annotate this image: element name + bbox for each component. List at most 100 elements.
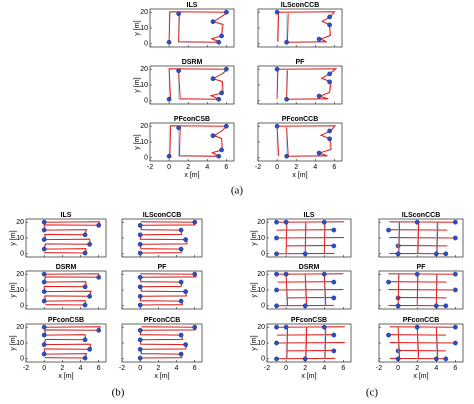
y-axis-label: y [m] bbox=[10, 335, 17, 350]
x-axis-label: x [m] bbox=[301, 373, 316, 380]
landmark-dot bbox=[137, 284, 143, 290]
x-tick-label: 6 bbox=[332, 164, 336, 171]
x-tick-label: 0 bbox=[138, 365, 142, 372]
plot-title: PF bbox=[158, 264, 168, 271]
landmark-dot bbox=[443, 251, 449, 257]
landmark-dot bbox=[41, 227, 47, 233]
landmark-dot bbox=[183, 289, 188, 294]
landmark-dot bbox=[414, 219, 420, 225]
estimate bbox=[168, 68, 229, 100]
plot-title: ILS bbox=[187, 2, 198, 9]
estimate bbox=[277, 342, 345, 344]
estimate bbox=[390, 342, 456, 344]
landmark-dot bbox=[284, 96, 289, 102]
landmark-dot bbox=[331, 348, 337, 354]
y-tick-label: 10 bbox=[257, 287, 265, 294]
y-axis-label: y [m] bbox=[10, 282, 17, 297]
y-tick-label: 20 bbox=[257, 324, 265, 331]
landmark-dot bbox=[453, 271, 458, 277]
landmark-dot bbox=[414, 271, 420, 277]
landmark-dot bbox=[41, 237, 47, 242]
landmark-dot bbox=[274, 271, 279, 277]
y-axis-label: y [m] bbox=[134, 134, 141, 149]
landmark-dot bbox=[192, 324, 198, 330]
y-tick-label: 20 bbox=[140, 9, 148, 16]
landmark-dot bbox=[137, 241, 143, 247]
estimate bbox=[435, 274, 438, 306]
y-tick-label: 10 bbox=[140, 25, 148, 32]
estimate bbox=[43, 326, 101, 359]
estimate bbox=[285, 221, 288, 254]
estimate bbox=[278, 273, 344, 275]
x-axis-label: x [m] bbox=[58, 373, 73, 380]
landmark-dot bbox=[96, 222, 102, 228]
x-tick-label: 0 bbox=[396, 365, 400, 372]
landmark-dot bbox=[41, 332, 47, 338]
landmark-dot bbox=[137, 302, 143, 308]
landmark-dot bbox=[137, 274, 143, 280]
landmark-dot bbox=[192, 271, 198, 277]
x-tick-label: 0 bbox=[284, 365, 288, 372]
landmark-dot bbox=[41, 298, 47, 304]
estimate bbox=[323, 273, 327, 306]
y-axis-label: y [m] bbox=[10, 230, 17, 245]
y-tick-label: 10 bbox=[257, 235, 265, 242]
landmark-dot bbox=[216, 153, 222, 159]
landmark-dot bbox=[166, 96, 172, 102]
landmark-dot bbox=[210, 76, 216, 82]
plot-title: PF bbox=[417, 264, 427, 271]
landmark-dot bbox=[327, 79, 332, 85]
y-tick-label: 10 bbox=[140, 139, 148, 146]
landmark-dot bbox=[327, 128, 332, 134]
plot-title: DSRM bbox=[56, 264, 77, 271]
x-tick-label: 2 bbox=[156, 365, 160, 372]
estimate bbox=[43, 221, 101, 254]
landmark-dot bbox=[453, 324, 458, 330]
x-tick-label: 6 bbox=[341, 365, 345, 372]
x-tick-label: 6 bbox=[224, 164, 228, 171]
landmark-dot bbox=[176, 11, 181, 17]
plot-title: PFconCCB bbox=[403, 317, 440, 324]
landmark-dot bbox=[321, 324, 327, 330]
plot-title: PFconCSB bbox=[48, 317, 84, 324]
landmark-dot bbox=[274, 303, 279, 309]
landmark-dot bbox=[331, 227, 337, 233]
landmark-dot bbox=[137, 346, 143, 352]
landmark-dot bbox=[274, 123, 280, 129]
estimate bbox=[397, 274, 400, 306]
y-axis-label: y [m] bbox=[251, 282, 258, 297]
landmark-dot bbox=[41, 271, 47, 277]
landmark-dot bbox=[274, 287, 279, 293]
landmark-dot bbox=[321, 271, 327, 277]
landmark-dot bbox=[41, 351, 47, 357]
landmark-dot bbox=[210, 19, 216, 25]
y-axis-label: y [m] bbox=[251, 230, 258, 245]
landmark-dot bbox=[216, 39, 222, 45]
landmark-dot bbox=[82, 337, 88, 343]
panel-label: (b) bbox=[112, 387, 125, 399]
plot-title: PFconCSB bbox=[291, 317, 327, 324]
estimate bbox=[435, 327, 439, 359]
estimate bbox=[388, 289, 457, 291]
landmark-dot bbox=[283, 324, 289, 330]
x-tick-label: 4 bbox=[205, 164, 209, 171]
estimate bbox=[304, 221, 307, 254]
x-tick-label: 6 bbox=[193, 365, 197, 372]
landmark-dot bbox=[192, 219, 198, 225]
landmark-dot bbox=[224, 123, 229, 129]
x-tick-label: 4 bbox=[434, 365, 438, 372]
x-tick-label: 6 bbox=[97, 365, 101, 372]
y-tick-label: 0 bbox=[144, 41, 148, 48]
landmark-dot bbox=[386, 279, 391, 285]
estimate bbox=[389, 221, 457, 223]
x-tick-label: -2 bbox=[376, 365, 382, 372]
estimate bbox=[324, 326, 327, 359]
landmark-dot bbox=[137, 232, 143, 238]
x-axis-label: x [m] bbox=[292, 172, 307, 179]
x-axis-label: x [m] bbox=[184, 172, 199, 179]
estimate bbox=[286, 244, 335, 247]
landmark-dot bbox=[283, 271, 289, 277]
landmark-dot bbox=[137, 327, 143, 333]
landmark-dot bbox=[327, 22, 332, 28]
